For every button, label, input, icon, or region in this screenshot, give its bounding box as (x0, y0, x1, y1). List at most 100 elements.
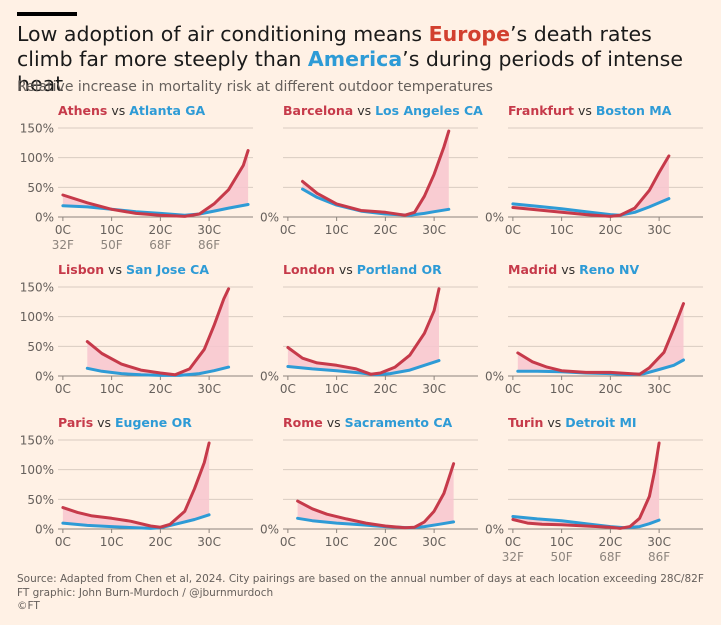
america-city-label: Detroit MI (565, 415, 636, 430)
vs-label: vs (353, 103, 375, 118)
panel-header: Turin vs Detroit MI (508, 415, 637, 430)
europe-city-label: London (283, 262, 335, 277)
x-tick-label-f: 68F (149, 238, 171, 252)
america-city-label: Portland OR (357, 262, 442, 277)
vs-label: vs (104, 262, 126, 277)
x-tick-label: 30C (197, 535, 221, 549)
europe-city-label: Madrid (508, 262, 557, 277)
vs-label: vs (93, 415, 115, 430)
y-tick-label: 150% (20, 281, 54, 295)
x-tick-label: 30C (647, 382, 671, 396)
europe-series-line (511, 154, 671, 218)
europe-series-line (61, 149, 250, 218)
europe-series-line (301, 129, 451, 217)
footer-source: Source: Adapted from Chen et al, 2024. C… (17, 573, 704, 585)
x-tick-label-f: 32F (52, 238, 74, 252)
america-city-label: Sacramento CA (345, 415, 453, 430)
y-tick-label: 50% (27, 340, 54, 354)
europe-series-line (511, 441, 661, 530)
america-city-label: Eugene OR (115, 415, 192, 430)
x-tick-label: 20C (374, 223, 398, 237)
x-tick-label: 0C (280, 223, 296, 237)
gap-fill (62, 443, 210, 529)
x-tick-label: 20C (149, 223, 173, 237)
europe-city-label: Rome (283, 415, 323, 430)
x-tick-label-f: 68F (599, 550, 621, 564)
europe-series-line (296, 462, 456, 530)
x-tick-label: 30C (647, 535, 671, 549)
panel-header: Madrid vs Reno NV (508, 262, 639, 277)
vs-label: vs (323, 415, 345, 430)
x-tick-label: 0C (505, 382, 521, 396)
europe-city-label: Athens (58, 103, 107, 118)
top-rule (17, 12, 77, 16)
footer-credit: FT graphic: John Burn-Murdoch / @jburnmu… (17, 586, 274, 599)
x-tick-label: 0C (55, 223, 71, 237)
x-tick-label: 10C (325, 223, 349, 237)
x-tick-label: 0C (505, 223, 521, 237)
x-tick-label: 30C (197, 223, 221, 237)
europe-city-label: Lisbon (58, 262, 104, 277)
y-tick-label: 100% (20, 310, 54, 324)
gap-fill (297, 463, 454, 528)
panel-madrid: Madrid vs Reno NV 0%0C 10C 20C 30C (485, 262, 703, 396)
x-tick-label: 20C (374, 535, 398, 549)
europe-city-label: Paris (58, 415, 93, 430)
y-tick-label: 150% (20, 122, 54, 136)
y-tick-label: 100% (20, 151, 54, 165)
y-tick-label: 0% (485, 523, 504, 537)
x-tick-label: 10C (100, 223, 124, 237)
panel-lisbon: Lisbon vs San Jose CA 0% 50% 100% 150% 0C 10C 2… (20, 262, 253, 396)
panel-rome: Rome vs Sacramento CA 0%0C 10C 20C 30C (260, 415, 478, 549)
america-series-line (85, 365, 231, 377)
america-city-label: San Jose CA (126, 262, 209, 277)
y-tick-label: 50% (27, 181, 54, 195)
x-tick-label: 10C (100, 535, 124, 549)
title-europe: Europe (428, 22, 510, 46)
y-tick-label: 0% (485, 211, 504, 225)
x-tick-label: 10C (550, 223, 574, 237)
gap-fill (302, 131, 449, 216)
gap-fill (87, 288, 229, 376)
x-tick-label: 0C (280, 535, 296, 549)
x-tick-label: 0C (280, 382, 296, 396)
america-city-label: Atlanta GA (129, 103, 205, 118)
vs-label: vs (574, 103, 596, 118)
y-tick-label: 100% (20, 463, 54, 477)
panel-london: London vs Portland OR 0%0C 10C 20C 30C (260, 262, 478, 396)
vs-label: vs (107, 103, 129, 118)
panel-header: Paris vs Eugene OR (58, 415, 192, 430)
y-tick-label: 0% (35, 523, 54, 537)
x-tick-label: 0C (55, 382, 71, 396)
europe-city-label: Turin (508, 415, 543, 430)
x-tick-label: 10C (550, 382, 574, 396)
vs-label: vs (543, 415, 565, 430)
gap-fill (517, 303, 684, 375)
x-tick-label: 30C (647, 223, 671, 237)
x-tick-label-f: 50F (101, 238, 123, 252)
x-tick-label: 20C (149, 382, 173, 396)
panel-header: Rome vs Sacramento CA (283, 415, 453, 430)
panel-paris: Paris vs Eugene OR 0% 50% 100% 150% 0C 10C 20C 3… (20, 415, 253, 549)
vs-label: vs (557, 262, 579, 277)
x-tick-label: 10C (100, 382, 124, 396)
x-tick-label: 10C (325, 535, 349, 549)
america-series-line (301, 187, 451, 217)
europe-city-label: Barcelona (283, 103, 353, 118)
y-tick-label: 0% (260, 211, 279, 225)
x-tick-label: 20C (599, 535, 623, 549)
footer-copyright: ©FT (17, 600, 40, 612)
panel-frankfurt: Frankfurt vs Boston MA 0%0C 10C 20C 30C (485, 103, 703, 237)
x-tick-label-f: 32F (502, 550, 524, 564)
y-tick-label: 0% (260, 523, 279, 537)
y-tick-label: 50% (27, 493, 54, 507)
gap-fill (512, 443, 660, 529)
x-tick-label-f: 86F (198, 238, 220, 252)
x-tick-label-f: 50F (551, 550, 573, 564)
america-city-label: Boston MA (596, 103, 672, 118)
y-tick-label: 0% (485, 370, 504, 384)
x-tick-label: 10C (550, 535, 574, 549)
